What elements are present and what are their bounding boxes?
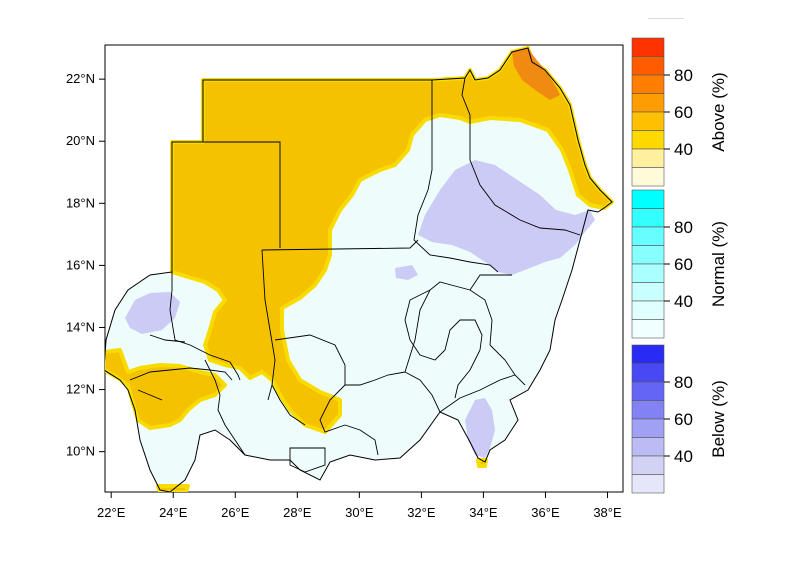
colorbar-label: 60 — [674, 255, 693, 274]
colorbar-label: 60 — [674, 410, 693, 429]
colorbar-swatch — [631, 363, 665, 383]
colorbar-swatch — [631, 245, 665, 265]
y-tick-label: 22°N — [66, 71, 95, 86]
below-zone-west — [125, 292, 180, 334]
y-tick-label: 18°N — [66, 195, 95, 210]
y-axis: 22°N 20°N 18°N 16°N 14°N 12°N 10°N — [66, 71, 105, 459]
x-tick-label: 38°E — [593, 505, 622, 520]
below-zone-central-patch — [395, 265, 418, 280]
above-zone-high — [512, 48, 560, 100]
colorbar-swatch — [631, 437, 665, 457]
colorbar-swatch — [631, 226, 665, 246]
colorbar-title: Below (%) — [709, 380, 728, 457]
colorbar-swatch — [631, 344, 665, 364]
colorbar-swatch — [631, 56, 665, 76]
colorbar-swatch — [631, 474, 665, 494]
x-tick-label: 36°E — [531, 505, 560, 520]
colorbar-label: 80 — [674, 218, 693, 237]
colorbar-swatch — [631, 455, 665, 475]
colorbar-below: 80 60 40 Below (%) — [631, 344, 728, 494]
y-tick-label: 10°N — [66, 444, 95, 459]
colorbar-swatch — [631, 93, 665, 113]
colorbar-label: 80 — [674, 66, 693, 85]
faint-top-mark — [648, 18, 684, 19]
colorbar-swatch — [631, 148, 665, 168]
y-tick-label: 14°N — [66, 319, 95, 334]
colorbar-label: 40 — [674, 447, 693, 466]
colorbar-swatch — [631, 208, 665, 228]
x-axis: 22°E 24°E 26°E 28°E 30°E 32°E 34°E 36°E 38°E — [97, 492, 622, 520]
colorbar-swatch — [631, 111, 665, 131]
above-zone-southeast-tip — [476, 458, 488, 468]
colorbar-swatch — [631, 263, 665, 283]
x-tick-label: 32°E — [407, 505, 436, 520]
colorbar-label: 40 — [674, 292, 693, 311]
colorbar-swatch — [631, 300, 665, 320]
y-tick-label: 20°N — [66, 133, 95, 148]
x-tick-label: 28°E — [283, 505, 312, 520]
colorbar-legend: 80 60 40 Above (%) 80 60 40 Normal (%) 80 60 40 Bel… — [631, 37, 728, 494]
colorbar-swatch — [631, 37, 665, 57]
x-tick-label: 22°E — [97, 505, 126, 520]
colorbar-above: 80 60 40 Above (%) — [631, 37, 728, 187]
x-tick-label: 26°E — [221, 505, 250, 520]
y-tick-label: 12°N — [66, 382, 95, 397]
colorbar-swatch — [631, 381, 665, 401]
below-zone-east — [418, 160, 595, 275]
colorbar-label: 60 — [674, 103, 693, 122]
colorbar-swatch — [631, 130, 665, 150]
below-zone-south — [465, 398, 495, 458]
colorbar-label: 80 — [674, 373, 693, 392]
x-tick-label: 24°E — [159, 505, 188, 520]
colorbar-swatch — [631, 400, 665, 420]
colorbar-normal: 80 60 40 Normal (%) — [631, 189, 728, 339]
colorbar-swatch — [631, 74, 665, 94]
x-tick-label: 30°E — [345, 505, 374, 520]
colorbar-title: Normal (%) — [709, 221, 728, 307]
y-tick-label: 16°N — [66, 257, 95, 272]
map-layers — [105, 46, 614, 492]
colorbar-swatch — [631, 167, 665, 187]
colorbar-swatch — [631, 189, 665, 209]
colorbar-swatch — [631, 282, 665, 302]
colorbar-title: Above (%) — [709, 72, 728, 151]
colorbar-swatch — [631, 418, 665, 438]
admin-boundaries — [129, 77, 581, 473]
x-tick-label: 34°E — [469, 505, 498, 520]
colorbar-label: 40 — [674, 140, 693, 159]
colorbar-swatch — [631, 319, 665, 339]
